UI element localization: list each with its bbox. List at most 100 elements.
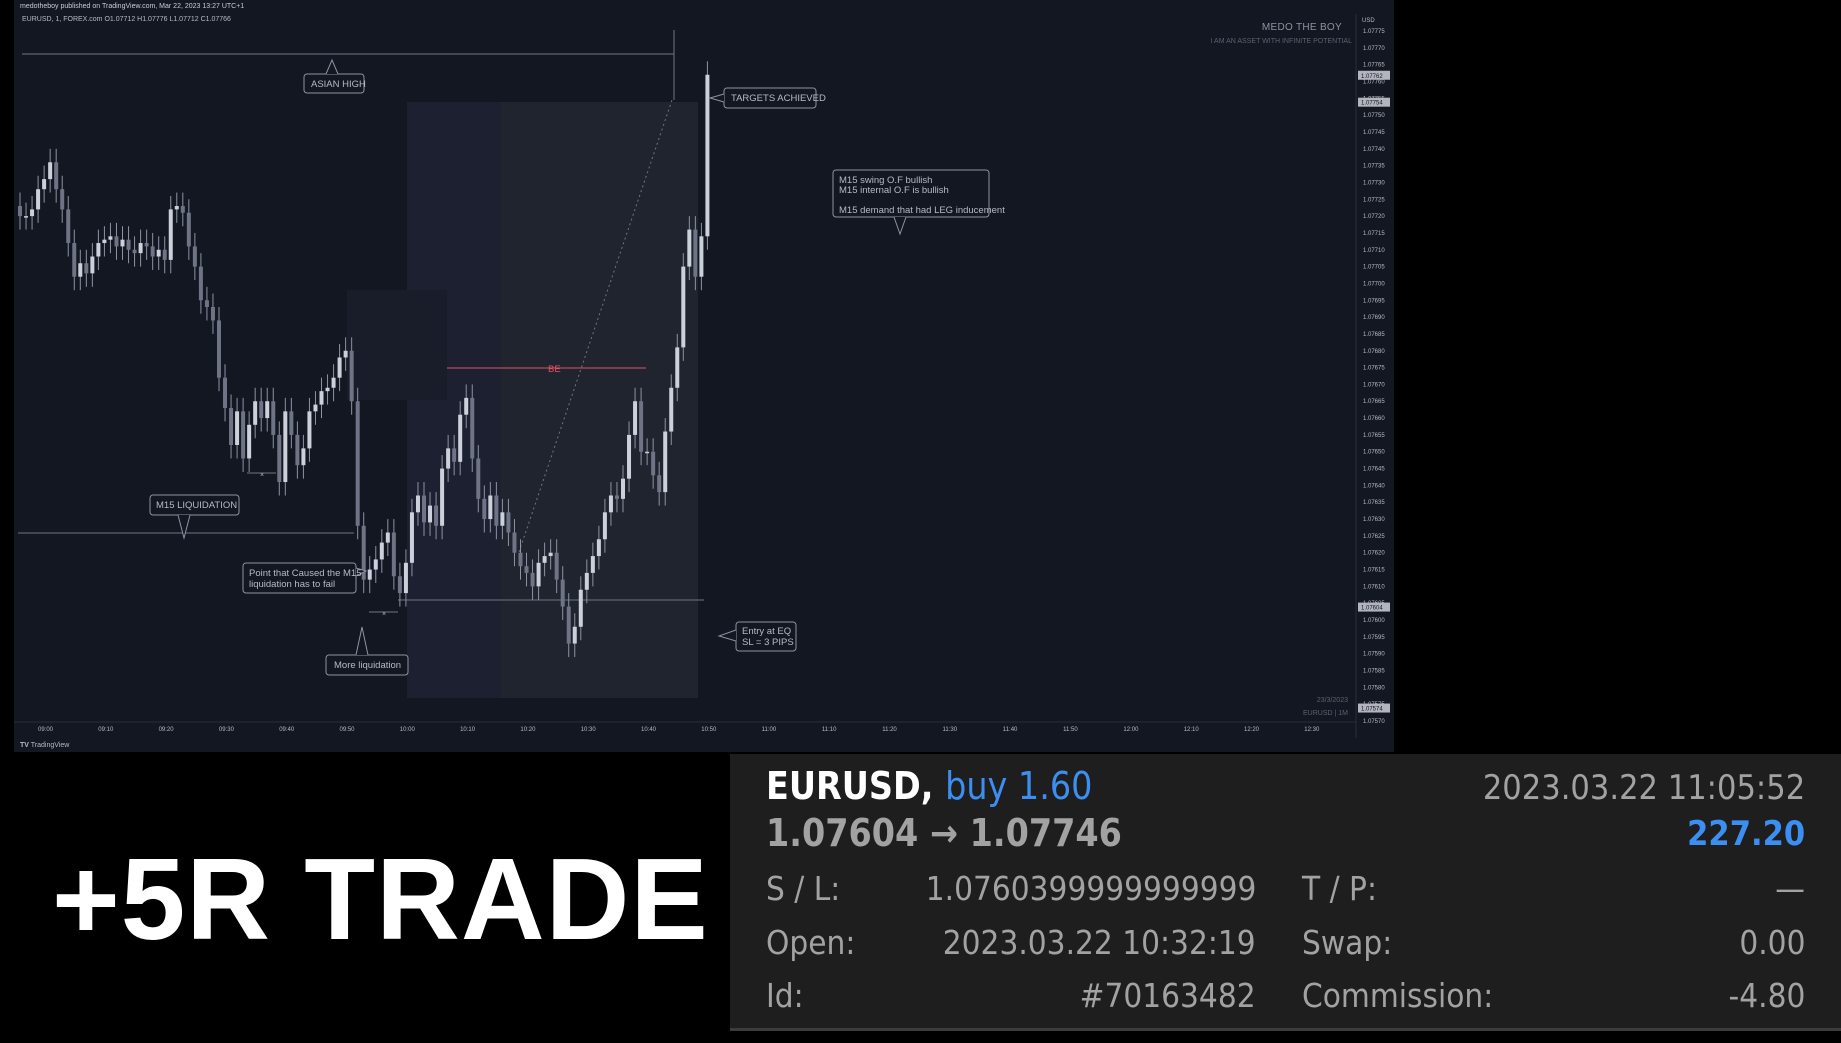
time-tick: 11:40 xyxy=(1003,727,1018,733)
candle xyxy=(355,401,360,526)
candle xyxy=(705,74,710,237)
candle xyxy=(542,556,547,563)
position-panel[interactable]: EURUSD, buy 1.60 1.07604 → 1.07746 2023.… xyxy=(730,754,1841,1030)
failure-point-line-1: Point that Caused the M15 xyxy=(249,568,362,579)
id-value: #70163482 xyxy=(1079,976,1256,1015)
price-tick: 1.07705 xyxy=(1363,265,1385,271)
candle xyxy=(590,556,595,573)
candle xyxy=(126,239,131,250)
candle xyxy=(385,532,390,543)
detail-row-id-commission: Id: #70163482 Commission: -4.80 xyxy=(730,976,1841,1026)
symbol-ohlc: EURUSD, 1, FOREX.com O1.07712 H1.07776 L… xyxy=(22,16,231,23)
price-tick: 1.07570 xyxy=(1363,719,1385,725)
candle xyxy=(150,246,155,257)
candle xyxy=(572,626,577,644)
price-tick: 1.07625 xyxy=(1363,534,1385,540)
price-label: 1.07754 xyxy=(1361,101,1383,107)
candle xyxy=(361,525,366,580)
candle xyxy=(693,229,698,277)
price-tick: 1.07720 xyxy=(1363,214,1385,220)
failure-point-callout[interactable] xyxy=(242,562,357,594)
time-tick: 09:10 xyxy=(98,727,114,733)
swap-label: Swap: xyxy=(1302,923,1393,962)
date-stamp-symbol: EURUSD | 1M xyxy=(1303,710,1348,717)
more-liquidation-label: More liquidation xyxy=(334,660,401,671)
candle xyxy=(132,249,137,254)
price-tick: 1.07695 xyxy=(1363,298,1385,304)
structure-line-2: M15 internal O.F is bullish xyxy=(839,185,949,196)
candle xyxy=(210,307,215,321)
axis-currency: USD xyxy=(1362,18,1375,24)
candle xyxy=(301,448,306,466)
candle xyxy=(144,243,149,247)
candle xyxy=(373,559,378,570)
open-label: Open: xyxy=(766,923,856,962)
candle xyxy=(78,263,83,277)
time-axis[interactable]: 09:00 09:10 09:20 09:30 09:40 09:50 10:00 10:10… xyxy=(38,727,1320,733)
candle xyxy=(108,236,113,240)
candle xyxy=(241,411,246,459)
candle xyxy=(669,387,674,432)
candle xyxy=(506,512,511,533)
tradingview-logo[interactable]: TV TradingView xyxy=(20,742,69,749)
candle xyxy=(379,542,384,560)
price-tick: 1.07645 xyxy=(1363,467,1385,473)
m15-liquidation-callout[interactable] xyxy=(149,494,240,516)
candle xyxy=(440,468,445,526)
panel-divider xyxy=(730,1028,1841,1031)
entry-line-1: Entry at EQ xyxy=(742,626,791,637)
candle xyxy=(675,347,680,388)
candle xyxy=(48,162,53,180)
candle xyxy=(470,397,475,459)
price-tick: 1.07730 xyxy=(1363,180,1385,186)
price-tick: 1.07710 xyxy=(1363,248,1385,254)
price-label-box xyxy=(1358,70,1390,80)
candle xyxy=(446,448,451,469)
candle xyxy=(204,300,209,307)
price-tick: 1.07615 xyxy=(1363,568,1385,574)
candle xyxy=(614,495,619,499)
targets-label: TARGETS ACHIEVED xyxy=(731,93,826,104)
price-tick: 1.07640 xyxy=(1363,483,1385,489)
candle xyxy=(349,350,354,402)
price-tick: 1.07630 xyxy=(1363,517,1385,523)
candle xyxy=(560,579,565,607)
price-tick: 1.07665 xyxy=(1363,399,1385,405)
candle xyxy=(180,206,185,213)
time-tick: 10:50 xyxy=(701,727,717,733)
time-tick: 10:20 xyxy=(520,727,536,733)
time-tick: 10:30 xyxy=(581,727,597,733)
demand-zone xyxy=(347,290,447,400)
tradingview-icon: TV xyxy=(20,742,29,749)
candle xyxy=(96,243,101,257)
price-label-box xyxy=(1358,97,1390,107)
time-tick: 09:50 xyxy=(340,727,356,733)
entry-line-2: SL = 3 PIPS xyxy=(742,637,794,648)
tradingview-chart[interactable]: USD 1.077751.077701.077651.077601.077551… xyxy=(14,0,1394,752)
candle xyxy=(313,404,318,412)
price-tick: 1.07585 xyxy=(1363,669,1385,675)
candle xyxy=(277,434,282,483)
price-tick: 1.07595 xyxy=(1363,635,1385,641)
candle xyxy=(54,162,59,190)
chart-canvas[interactable]: USD 1.077751.077701.077651.077601.077551… xyxy=(14,0,1394,752)
sl-label: S / L: xyxy=(766,869,841,908)
price-label: 1.07574 xyxy=(1361,707,1383,713)
position-symbol: EURUSD, xyxy=(766,764,934,808)
headline: +5R TRADE xyxy=(52,834,709,964)
candle xyxy=(488,495,493,520)
candle xyxy=(90,256,95,274)
price-tick: 1.07650 xyxy=(1363,450,1385,456)
candle xyxy=(500,512,505,526)
structure-callout[interactable] xyxy=(832,169,990,218)
time-tick: 12:30 xyxy=(1304,727,1320,733)
trade-zone-inner xyxy=(501,102,698,698)
price-axis[interactable]: 1.077751.077701.077651.077601.077551.077… xyxy=(1358,29,1390,725)
time-tick: 09:20 xyxy=(159,727,175,733)
time-tick: 11:00 xyxy=(762,727,777,733)
structure-line-1: M15 swing O.F bullish xyxy=(839,175,932,186)
price-tick: 1.07670 xyxy=(1363,382,1385,388)
candle xyxy=(566,606,571,644)
candle xyxy=(295,434,300,466)
candle xyxy=(30,209,35,217)
